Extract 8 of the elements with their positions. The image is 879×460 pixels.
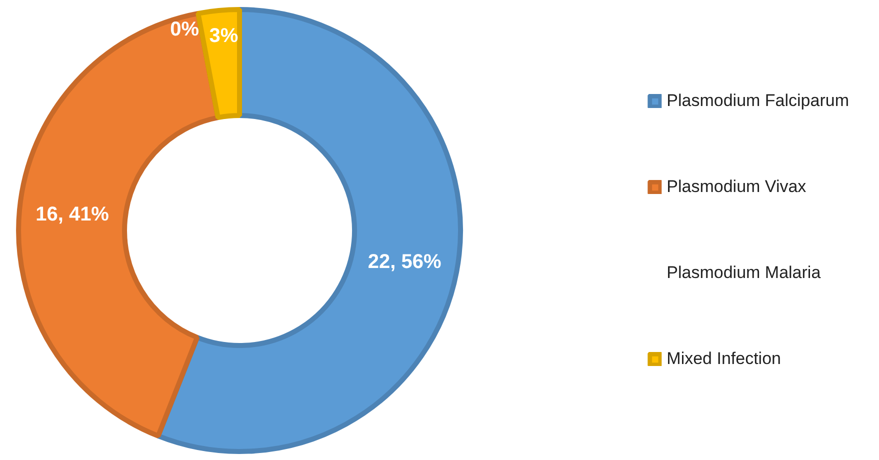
data-label: 16, 41% (36, 204, 110, 226)
legend-label: Plasmodium Falciparum (666, 91, 849, 111)
category-label: Plasmodium Malaria (666, 263, 821, 282)
legend-label: Plasmodium Vivax (666, 177, 806, 197)
data-label: 3% (209, 25, 238, 48)
text: 0% (170, 18, 200, 40)
legend-label: Mixed Infection (666, 349, 781, 369)
data-label: 22, 56% (368, 250, 442, 273)
